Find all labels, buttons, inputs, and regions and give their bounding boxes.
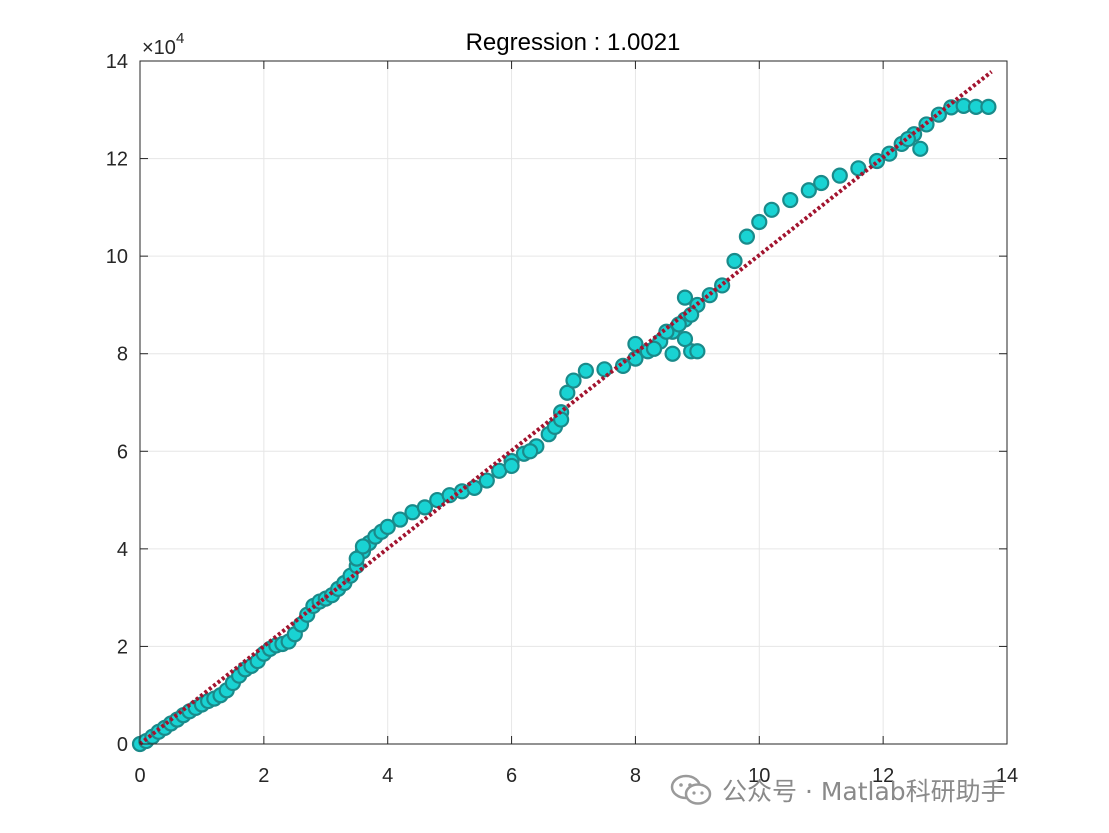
- y-tick-label: 2: [117, 636, 128, 658]
- scatter-point: [565, 372, 582, 389]
- y-tick-label: 6: [117, 441, 128, 463]
- scatter-point: [354, 538, 372, 555]
- chart-title: Regression : 1.0021: [466, 29, 681, 56]
- scatter-point: [522, 443, 539, 460]
- scatter-point: [980, 98, 997, 115]
- scatter-point: [664, 345, 681, 362]
- x-tick-label: 10: [748, 765, 770, 787]
- y-tick-label: 0: [117, 734, 128, 756]
- y-tick-label: 14: [106, 51, 128, 73]
- x-tick-label: 2: [258, 765, 269, 787]
- scatter-point: [645, 340, 663, 357]
- scatter-point: [503, 457, 520, 475]
- scatter-point: [379, 518, 396, 536]
- x-tick-label: 6: [506, 765, 517, 787]
- scatter-point: [868, 152, 886, 170]
- scatter-point: [689, 343, 706, 360]
- scatter-point: [676, 330, 694, 348]
- axes-box: [139, 60, 1008, 745]
- scatter-point: [676, 289, 694, 306]
- x-tick-label: 14: [996, 765, 1018, 787]
- scatter-point: [701, 287, 718, 304]
- scatter-point: [751, 213, 768, 231]
- scatter-point: [658, 323, 675, 340]
- scatter-point: [912, 140, 929, 157]
- x-tick-label: 12: [872, 765, 894, 787]
- y-tick-label: 10: [106, 246, 128, 268]
- y-exponent-label: ×104: [142, 30, 184, 59]
- scatter-point: [738, 228, 756, 245]
- scatter-point: [577, 362, 594, 379]
- scatter-point: [627, 335, 644, 353]
- axes: [139, 60, 1008, 745]
- scatter-point: [813, 174, 830, 192]
- grid: [140, 61, 1007, 744]
- fit-line-layer: [138, 70, 993, 746]
- scatter-point: [831, 167, 848, 184]
- x-tick-label: 0: [134, 765, 145, 787]
- x-tick-label: 8: [630, 765, 641, 787]
- fit-line: [138, 70, 993, 746]
- scatter-point: [763, 201, 780, 218]
- scatter-point: [596, 361, 613, 378]
- y-tick-label: 8: [117, 344, 128, 366]
- scatter-point: [714, 277, 731, 294]
- scatter-point: [726, 252, 743, 270]
- tick-labels: 0 2 4 6 8 10 12 14 0 2 4 6 8 10 12 14: [106, 51, 1018, 787]
- scatter-point: [392, 511, 409, 528]
- watermark: 公众号 · Matlab科研助手: [670, 768, 1006, 812]
- scatter-point: [478, 472, 495, 489]
- x-tick-label: 4: [382, 765, 393, 787]
- y-tick-label: 12: [106, 149, 128, 171]
- wechat-icon: [670, 774, 712, 805]
- scatter-point: [416, 499, 433, 516]
- scatter-point: [782, 191, 799, 209]
- scatter-point: [899, 130, 917, 148]
- scatter-point: [800, 182, 817, 199]
- y-tick-label: 4: [117, 539, 128, 561]
- watermark-text: 公众号 · Matlab科研助手: [722, 777, 1006, 806]
